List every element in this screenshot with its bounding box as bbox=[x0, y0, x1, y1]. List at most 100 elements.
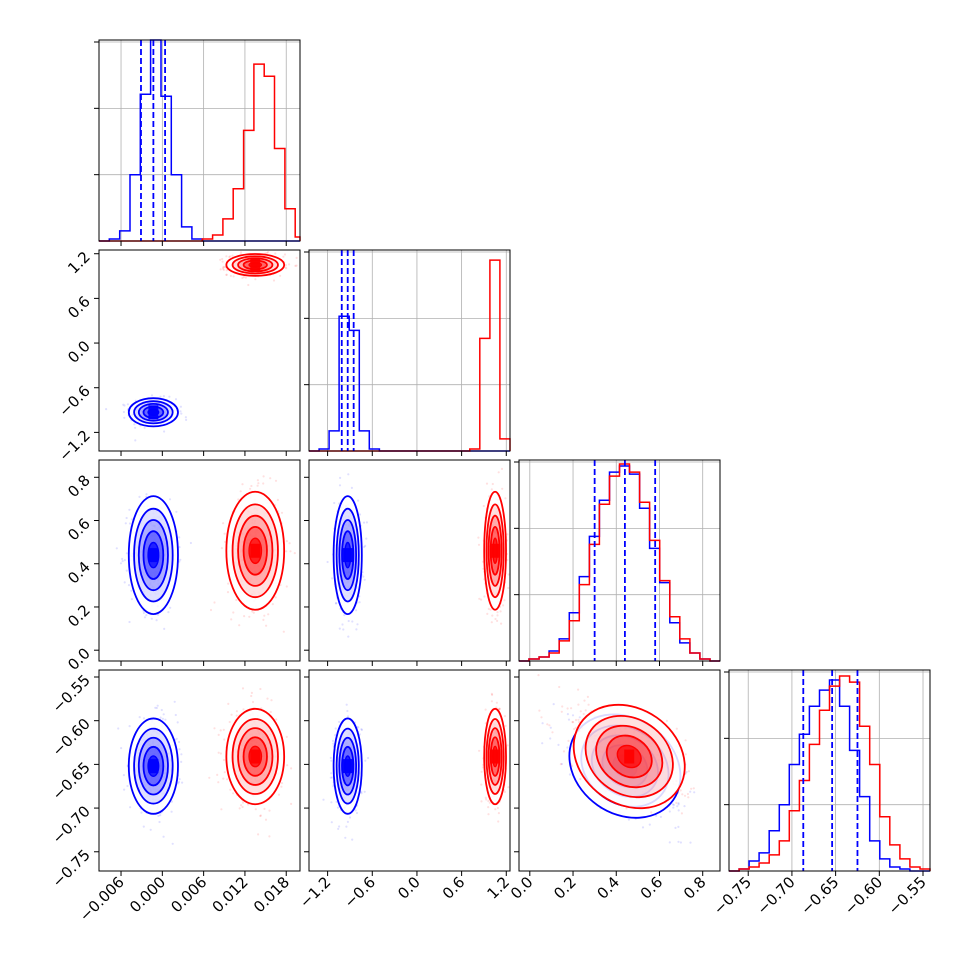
scatter-point bbox=[558, 685, 561, 689]
scatter-point bbox=[346, 715, 350, 718]
scatter-point bbox=[130, 598, 133, 601]
scatter-point bbox=[330, 759, 333, 762]
density-peak-blue bbox=[342, 759, 353, 774]
scatter-point bbox=[354, 809, 357, 812]
scatter-point bbox=[241, 276, 244, 280]
scatter-point bbox=[176, 721, 179, 724]
scatter-point bbox=[209, 608, 213, 612]
scatter-point bbox=[578, 721, 581, 724]
scatter-point bbox=[223, 738, 226, 741]
scatter-point bbox=[169, 606, 172, 609]
scatter-point bbox=[125, 516, 128, 520]
scatter-point bbox=[288, 263, 291, 266]
scatter-point bbox=[157, 814, 160, 818]
scatter-point bbox=[180, 412, 183, 415]
scatter-point bbox=[223, 265, 226, 268]
scatter-point bbox=[506, 533, 509, 536]
scatter-point bbox=[223, 771, 226, 774]
scatter-point bbox=[566, 713, 570, 716]
scatter-point bbox=[121, 557, 124, 561]
scatter-point bbox=[257, 482, 260, 485]
scatter-point bbox=[480, 770, 483, 773]
panel-1-0 bbox=[98, 249, 301, 452]
scatter-point bbox=[360, 790, 363, 794]
scatter-point bbox=[123, 404, 126, 407]
scatter-point bbox=[295, 256, 298, 259]
scatter-point bbox=[504, 724, 507, 728]
scatter-point bbox=[285, 735, 288, 739]
scatter-point bbox=[546, 723, 549, 726]
scatter-point bbox=[130, 589, 133, 592]
scatter-point bbox=[235, 598, 238, 602]
scatter-point bbox=[181, 781, 184, 784]
scatter-point bbox=[337, 827, 340, 831]
density-peak-red bbox=[490, 749, 501, 764]
scatter-point bbox=[334, 602, 338, 605]
scatter-point bbox=[173, 700, 176, 703]
scatter-point bbox=[142, 611, 145, 615]
scatter-point bbox=[274, 479, 278, 482]
panel-frame bbox=[98, 249, 301, 452]
scatter-point bbox=[286, 764, 289, 767]
scatter-point bbox=[217, 733, 220, 737]
scatter-point bbox=[232, 611, 235, 614]
scatter-point bbox=[251, 610, 254, 613]
scatter-point bbox=[335, 800, 338, 803]
scatter-point bbox=[120, 747, 123, 750]
scatter-point bbox=[331, 739, 335, 743]
scatter-point bbox=[239, 251, 243, 254]
scatter-point bbox=[213, 601, 216, 604]
scatter-point bbox=[265, 624, 268, 627]
scatter-point bbox=[185, 418, 188, 421]
scatter-point bbox=[280, 511, 284, 514]
scatter-point bbox=[117, 727, 120, 730]
scatter-point bbox=[503, 790, 507, 794]
scatter-point bbox=[177, 780, 181, 784]
scatter-point bbox=[257, 833, 260, 836]
scatter-point bbox=[138, 495, 141, 498]
scatter-point bbox=[235, 714, 238, 717]
scatter-point bbox=[128, 725, 131, 728]
scatter-point bbox=[672, 803, 676, 807]
scatter-point bbox=[161, 717, 164, 720]
scatter-point bbox=[280, 782, 284, 785]
scatter-point bbox=[179, 558, 182, 561]
scatter-point bbox=[225, 273, 228, 276]
scatter-point bbox=[262, 618, 265, 622]
scatter-point bbox=[681, 793, 684, 796]
scatter-point bbox=[279, 274, 282, 277]
scatter-point bbox=[242, 708, 245, 711]
scatter-point bbox=[684, 739, 687, 742]
scatter-point bbox=[213, 727, 216, 730]
scatter-point bbox=[222, 267, 225, 270]
scatter-point bbox=[363, 790, 366, 793]
scatter-point bbox=[360, 728, 363, 732]
scatter-point bbox=[687, 770, 691, 773]
scatter-point bbox=[145, 493, 148, 496]
scatter-point bbox=[347, 635, 350, 638]
scatter-point bbox=[541, 742, 544, 745]
scatter-point bbox=[676, 805, 679, 808]
scatter-point bbox=[288, 542, 291, 545]
scatter-point bbox=[494, 617, 497, 621]
scatter-point bbox=[285, 267, 288, 270]
scatter-point bbox=[217, 751, 220, 754]
scatter-point bbox=[250, 691, 253, 695]
scatter-point bbox=[552, 703, 555, 706]
scatter-point bbox=[490, 700, 493, 703]
scatter-point bbox=[129, 806, 132, 809]
scatter-point bbox=[331, 776, 334, 779]
scatter-point bbox=[163, 627, 166, 631]
scatter-point bbox=[491, 614, 494, 617]
scatter-point bbox=[242, 275, 245, 279]
scatter-point bbox=[540, 716, 543, 719]
scatter-point bbox=[360, 728, 363, 731]
scatter-point bbox=[254, 808, 257, 811]
scatter-point bbox=[256, 479, 259, 482]
scatter-point bbox=[571, 764, 574, 768]
scatter-point bbox=[363, 578, 366, 581]
density-peak-blue bbox=[148, 548, 159, 563]
scatter-point bbox=[356, 623, 359, 626]
scatter-point bbox=[238, 624, 241, 627]
scatter-point bbox=[346, 820, 349, 824]
